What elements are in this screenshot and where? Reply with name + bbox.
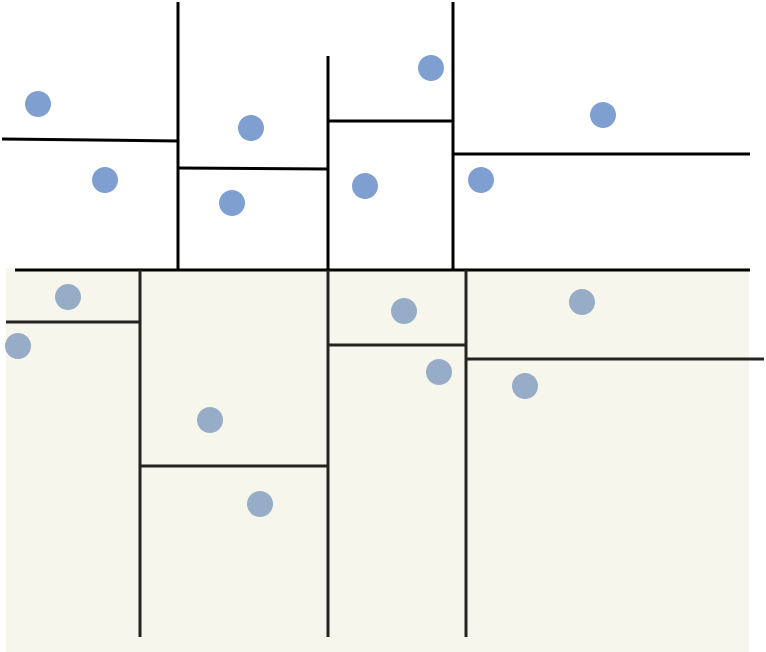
upper-point <box>352 173 378 199</box>
lower-point <box>426 359 452 385</box>
lower-point <box>55 284 81 310</box>
upper-point <box>418 55 444 81</box>
lower-point <box>391 298 417 324</box>
upper-point <box>25 91 51 117</box>
lower-point <box>512 373 538 399</box>
upper-point <box>468 167 494 193</box>
upper-split-line <box>2 139 178 141</box>
lower-point <box>247 491 273 517</box>
upper-point <box>590 102 616 128</box>
upper-points <box>25 55 616 216</box>
upper-point <box>219 190 245 216</box>
upper-partition-lines <box>2 2 750 270</box>
lower-point <box>197 407 223 433</box>
lower-region-background <box>6 268 749 652</box>
lower-point <box>569 289 595 315</box>
upper-split-line <box>178 168 328 169</box>
upper-point <box>92 167 118 193</box>
upper-point <box>238 115 264 141</box>
lower-point <box>5 333 31 359</box>
